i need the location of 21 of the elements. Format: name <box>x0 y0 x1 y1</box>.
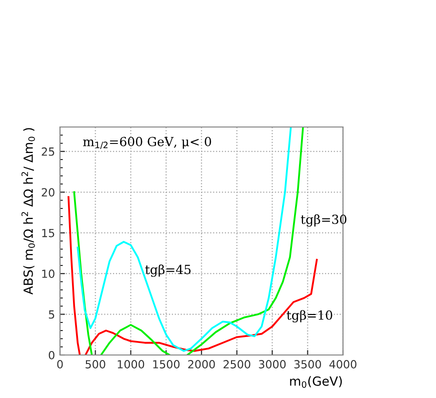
series-label: tgβ=45 <box>145 264 191 277</box>
y-tick-label: 25 <box>42 147 54 156</box>
y-tick-label: 20 <box>42 188 54 197</box>
x-tick-label: 0 <box>57 360 63 368</box>
y-tick-label: 0 <box>48 350 54 360</box>
series-label: tgβ=30 <box>300 214 346 227</box>
x-tick-label: 3000 <box>258 360 286 368</box>
x-tick-label: 3500 <box>294 360 322 368</box>
series-label: tgβ=10 <box>286 310 332 322</box>
x-tick-label: 4000 <box>329 360 356 368</box>
y-tick-label: 15 <box>42 228 54 238</box>
y-tick-label: 5 <box>48 310 54 319</box>
x-tick-label: 2000 <box>188 360 215 368</box>
x-tick-label: 1000 <box>118 360 144 368</box>
annotation: m$_{1/2}$=600 GeV, μ< 0 <box>83 136 212 149</box>
text: ABS( m$_{0}$/Ω h$^{2}$ ΔΩ h$^{2}$/ Δm$_{0}$ ) <box>21 128 35 295</box>
x-tick-label: 500 <box>86 360 106 368</box>
y-tick-label: 10 <box>42 270 54 278</box>
x-tick-label: 2500 <box>224 360 250 368</box>
x-tick-label: 1500 <box>153 360 180 368</box>
x-axis-title: m$_{0}$(GeV) <box>290 376 342 388</box>
